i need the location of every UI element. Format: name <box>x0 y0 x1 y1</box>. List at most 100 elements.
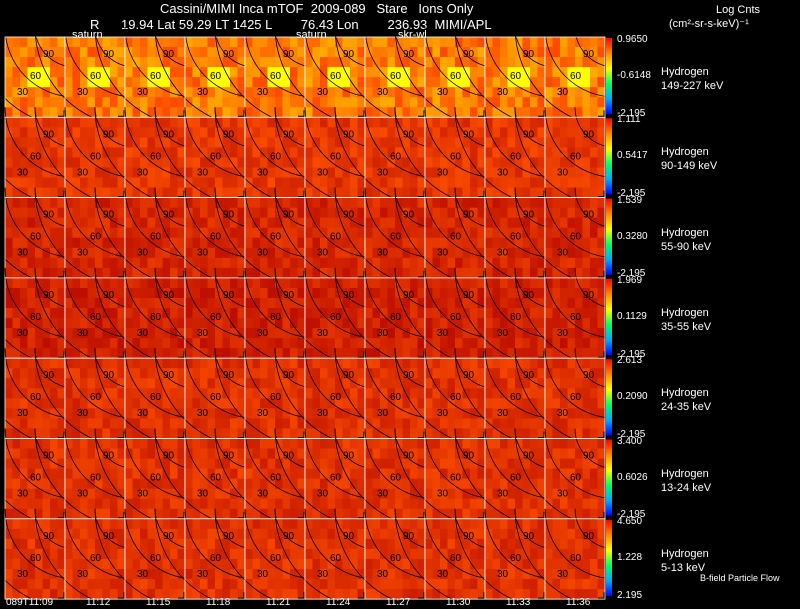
heatmap-pixel <box>237 297 246 309</box>
heatmap-pixel <box>267 338 276 349</box>
heatmap-pixel <box>132 418 141 429</box>
heatmap-pixel <box>57 187 66 199</box>
contour-label: 30 <box>77 489 89 500</box>
heatmap-pixel <box>425 408 433 419</box>
heatmap-pixel <box>102 167 111 179</box>
heatmap-pixel <box>455 528 463 540</box>
heatmap-pixel <box>447 388 456 399</box>
heatmap-pixel <box>305 558 313 570</box>
heatmap-pixel <box>222 438 231 450</box>
heatmap-pixel <box>177 579 186 590</box>
heatmap-pixel <box>245 77 253 88</box>
heatmap-pixel <box>462 87 471 98</box>
heatmap-pixel <box>455 287 463 299</box>
heatmap-pixel <box>297 297 306 309</box>
heatmap-pixel <box>410 247 418 259</box>
heatmap-pixel <box>395 207 403 219</box>
heatmap-pixel <box>372 468 381 480</box>
heatmap-pixel <box>5 267 13 279</box>
heatmap-pixel <box>477 167 486 179</box>
heatmap-pixel <box>80 247 88 259</box>
heatmap-pixel <box>462 47 471 58</box>
heatmap-pixel <box>132 538 141 550</box>
heatmap-pixel <box>297 247 306 259</box>
heatmap-pixel <box>252 67 261 78</box>
heatmap-pixel <box>290 428 298 439</box>
heatmap-pixel <box>185 528 193 540</box>
heatmap-pixel <box>515 197 523 209</box>
heatmap-pixel <box>95 338 103 349</box>
heatmap-pixel <box>350 207 358 219</box>
heatmap-pixel <box>50 328 58 339</box>
heatmap-pixel <box>95 538 103 550</box>
heatmap-pixel <box>50 568 58 580</box>
heatmap-pixel <box>320 388 328 399</box>
heatmap-pixel <box>590 478 598 490</box>
heatmap-pixel <box>282 358 291 369</box>
heatmap-pixel <box>477 558 486 570</box>
heatmap-pixel <box>80 267 88 279</box>
heatmap-pixel <box>125 428 133 439</box>
heatmap-pixel <box>155 57 163 68</box>
heatmap-pixel <box>230 528 238 540</box>
heatmap-pixel <box>50 398 58 409</box>
heatmap-pixel <box>552 207 561 219</box>
heatmap-pixel <box>267 579 276 590</box>
heatmap-pixel <box>575 177 583 189</box>
heatmap-pixel <box>147 227 156 239</box>
heatmap-pixel <box>335 579 343 590</box>
heatmap-pixel <box>320 197 328 209</box>
heatmap-pixel <box>305 197 313 209</box>
heatmap-pixel <box>125 57 133 68</box>
heatmap-pixel <box>500 579 508 590</box>
heatmap-pixel <box>215 568 223 580</box>
heatmap-pixel <box>492 57 501 68</box>
heatmap-pixel <box>207 47 216 58</box>
heatmap-pixel <box>267 589 276 600</box>
heatmap-pixel <box>522 227 531 239</box>
heatmap-pixel <box>35 548 43 560</box>
heatmap-pixel <box>260 428 268 439</box>
heatmap-pixel <box>87 538 96 550</box>
heatmap-pixel <box>477 97 486 108</box>
heatmap-pixel <box>470 579 478 590</box>
heatmap-pixel <box>470 528 478 540</box>
heatmap-pixel <box>207 448 216 460</box>
heatmap-pixel <box>230 77 238 88</box>
heatmap-pixel <box>80 468 88 480</box>
heatmap-pixel <box>125 358 133 369</box>
heatmap-pixel <box>125 518 133 530</box>
heatmap-pixel <box>170 197 178 209</box>
heatmap-pixel <box>372 197 381 209</box>
heatmap-pixel <box>185 267 193 279</box>
heatmap-pixel <box>440 408 448 419</box>
heatmap-pixel <box>222 167 231 179</box>
heatmap-pixel <box>425 47 433 58</box>
heatmap-pixel <box>95 558 103 570</box>
heatmap-pixel <box>402 418 411 429</box>
heatmap-pixel <box>515 348 523 359</box>
contour-label: 30 <box>137 87 149 98</box>
heatmap-pixel <box>282 498 291 510</box>
heatmap-pixel <box>65 398 73 409</box>
heatmap-pixel <box>140 127 148 138</box>
heatmap-pixel <box>327 117 336 128</box>
heatmap-pixel <box>57 87 66 98</box>
heatmap-pixel <box>140 508 148 520</box>
heatmap-pixel <box>297 478 306 490</box>
heatmap-pixel <box>507 498 516 510</box>
heatmap-pixel <box>575 368 583 379</box>
heatmap-pixel <box>230 488 238 500</box>
heatmap-pixel <box>500 177 508 189</box>
heatmap-pixel <box>342 328 351 339</box>
heatmap-pixel <box>102 227 111 239</box>
contour-label: 30 <box>257 248 269 259</box>
heatmap-pixel <box>290 378 298 389</box>
heatmap-pixel <box>275 107 283 118</box>
heatmap-pixel <box>320 87 328 98</box>
heatmap-pixel <box>432 267 441 279</box>
heatmap-pixel <box>500 37 508 48</box>
heatmap-pixel <box>110 338 118 349</box>
heatmap-pixel <box>335 508 343 520</box>
heatmap-pixel <box>72 478 81 490</box>
